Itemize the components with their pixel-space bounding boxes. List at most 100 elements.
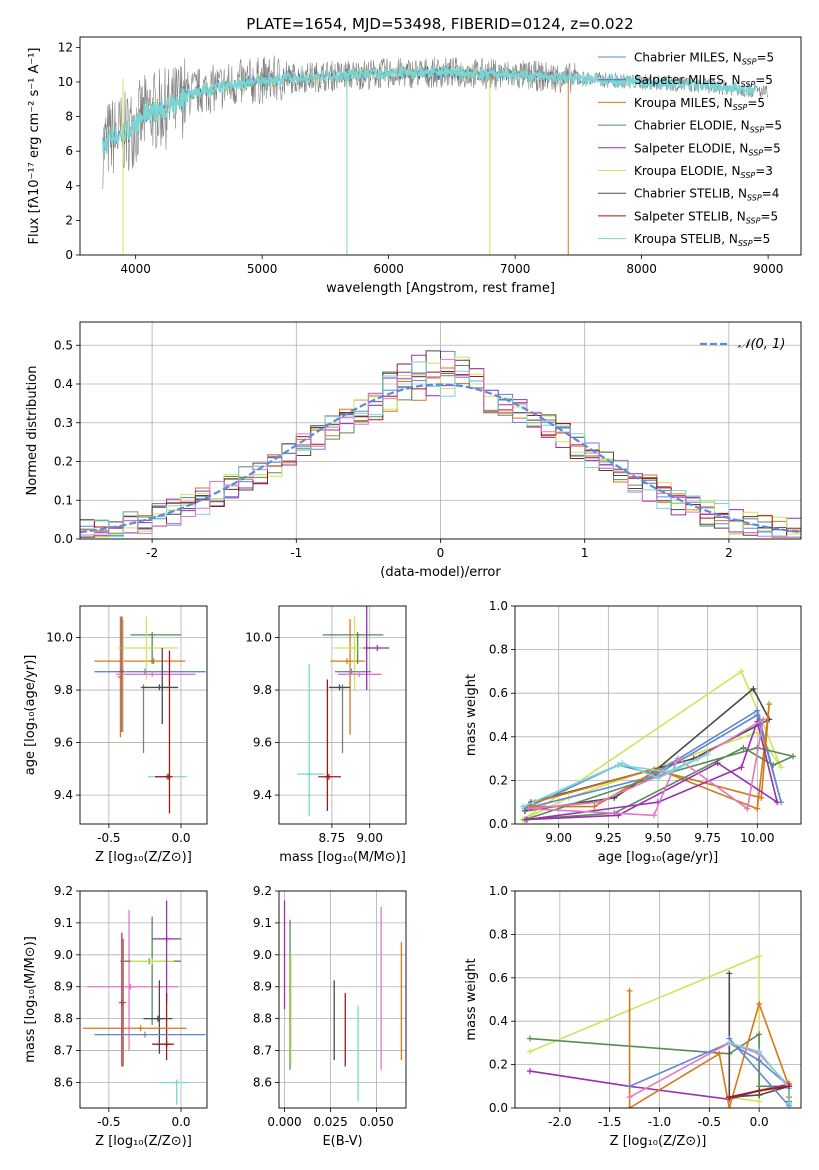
- x-tick-label: 0.0: [171, 1115, 190, 1129]
- legend-entry: Chabrier MILES, NSSP=5: [634, 51, 774, 67]
- y-tick-label: 0.0: [489, 817, 508, 831]
- legend-entry: Salpeter ELODIE, NSSP=5: [634, 141, 781, 157]
- data-point-marker: [166, 773, 173, 780]
- data-point-marker: [760, 716, 767, 723]
- y-tick-label: 0.4: [489, 730, 508, 744]
- data-point-marker: [626, 1105, 633, 1108]
- y-tick-label: 9.2: [54, 884, 73, 898]
- y-tick-label: 10: [58, 75, 73, 89]
- data-point-marker: [726, 970, 733, 977]
- x-tick-label: 9000: [753, 262, 784, 276]
- data-point-marker: [626, 1083, 633, 1090]
- y-tick-label: 0.2: [489, 1058, 508, 1072]
- x-tick-label: -2.0: [548, 1115, 571, 1129]
- x-axis-label: Z [log₁₀(Z/Z⊙)]: [95, 850, 192, 865]
- axes-frame: [79, 321, 802, 540]
- y-axis-label: mass [log₁₀(M/M⊙)]: [23, 936, 38, 1063]
- x-axis-label: (data-model)/error: [380, 565, 501, 580]
- y-axis-label: mass weight: [464, 958, 479, 1040]
- x-tick-label: -0.5: [97, 831, 120, 845]
- y-tick-label: 9.0: [253, 948, 272, 962]
- data-point-marker: [704, 751, 711, 758]
- data-point-marker: [756, 1098, 763, 1105]
- spectrum-panel: 4000 5000 6000 7000 8000 9000 0 2 4 6 8 10 12 wavelen…: [27, 36, 802, 296]
- x-tick-label: 0.025: [313, 1115, 347, 1129]
- x-tick-label: 0: [437, 546, 445, 560]
- data-point-marker: [526, 1035, 533, 1042]
- data-point-marker: [756, 1031, 763, 1038]
- data-point-marker: [786, 1100, 793, 1107]
- data-point-marker: [738, 764, 745, 771]
- gaussian-reference-curve: [80, 383, 801, 534]
- data-point-marker: [740, 744, 747, 751]
- y-tick-label: 9.6: [253, 736, 272, 750]
- y-tick-label: 2: [65, 213, 73, 227]
- y-tick-label: 1.0: [489, 599, 508, 613]
- data-point-marker: [655, 775, 661, 782]
- data-point-marker: [756, 1087, 763, 1094]
- y-tick-label: 8.7: [54, 1044, 73, 1058]
- x-tick-label: 6000: [373, 262, 404, 276]
- y-tick-label: 9.2: [253, 884, 272, 898]
- x-tick-label: 0.000: [267, 1115, 301, 1129]
- x-axis-label: E(B-V): [322, 1134, 362, 1149]
- y-tick-label: 9.1: [54, 916, 73, 930]
- y-tick-label: 0.6: [489, 971, 508, 985]
- data-point-marker: [726, 1094, 733, 1101]
- x-tick-label: 9.00: [545, 831, 572, 845]
- mass_vs_Z-panel: -0.5 0.0 8.6 8.7 8.8 8.9 9.0 9.1 9.2 Z [log₁₀(Z/Z…: [23, 884, 208, 1149]
- x-tick-label: 5000: [247, 262, 278, 276]
- data-point-marker: [306, 771, 313, 778]
- x-tick-label: 4000: [120, 262, 151, 276]
- y-tick-label: 12: [58, 40, 73, 54]
- y-tick-label: 4: [65, 179, 73, 193]
- legend-entry: 𝒩(0, 1): [738, 337, 785, 352]
- y-tick-label: 0.4: [489, 1014, 508, 1028]
- data-point-marker: [118, 668, 125, 675]
- spectrum-legend: Chabrier MILES, NSSP=5 Salpeter MILES, NS…: [598, 51, 782, 248]
- data-point-marker: [738, 668, 745, 675]
- data-point-marker: [754, 805, 761, 812]
- data-point-marker: [756, 1000, 763, 1007]
- data-point-marker: [126, 983, 133, 990]
- y-tick-label: 9.8: [54, 683, 73, 697]
- x-tick-label: 7000: [500, 262, 531, 276]
- x-tick-label: -1: [290, 546, 302, 560]
- x-tick-label: 10.00: [740, 831, 774, 845]
- y-tick-label: 9.4: [54, 788, 73, 802]
- x-tick-label: 0.0: [750, 1115, 769, 1129]
- data-point-marker: [774, 799, 781, 806]
- data-point-marker: [523, 816, 530, 823]
- y-tick-label: 8.6: [54, 1075, 73, 1089]
- axes-frame: [79, 36, 802, 256]
- data-point-marker: [325, 773, 332, 780]
- data-point-marker: [750, 685, 757, 692]
- data-point-marker: [786, 1083, 793, 1090]
- axes-frame: [514, 890, 802, 1109]
- legend-entry: Salpeter STELIB, NSSP=5: [634, 209, 778, 225]
- y-tick-label: 8.9: [253, 980, 272, 994]
- data-point-marker: [778, 764, 785, 771]
- y-tick-label: 0.0: [489, 1101, 508, 1115]
- data-point-marker: [756, 1048, 763, 1055]
- y-tick-label: 0.2: [489, 773, 508, 787]
- y-tick-label: 9.0: [54, 948, 73, 962]
- x-tick-label: 9.25: [595, 831, 622, 845]
- data-point-marker: [754, 712, 761, 718]
- weight_vs_age-plot-area: [519, 668, 797, 823]
- mass_vs_Z-plot-area: [82, 900, 206, 1105]
- data-point-marker: [766, 701, 773, 708]
- weight-series-chabrier_elodie: [524, 746, 796, 821]
- x-tick-label: 9.75: [694, 831, 721, 845]
- data-point-marker: [143, 645, 150, 652]
- y-tick-label: 10.0: [46, 631, 73, 645]
- data-point-marker: [163, 1041, 170, 1048]
- data-point-marker: [149, 631, 156, 638]
- legend-entry: Kroupa MILES, NSSP=5: [634, 96, 765, 112]
- age_vs_mass-plot-area: [297, 606, 390, 817]
- data-point-marker: [525, 805, 532, 812]
- weight_vs_Z-panel: -2.0 -1.5 -1.0 -0.5 0.0 0.0 0.2 0.4 0.6 0.8 1.0 Z […: [464, 884, 802, 1149]
- data-point-marker: [626, 1094, 633, 1101]
- data-point-marker: [137, 1025, 144, 1032]
